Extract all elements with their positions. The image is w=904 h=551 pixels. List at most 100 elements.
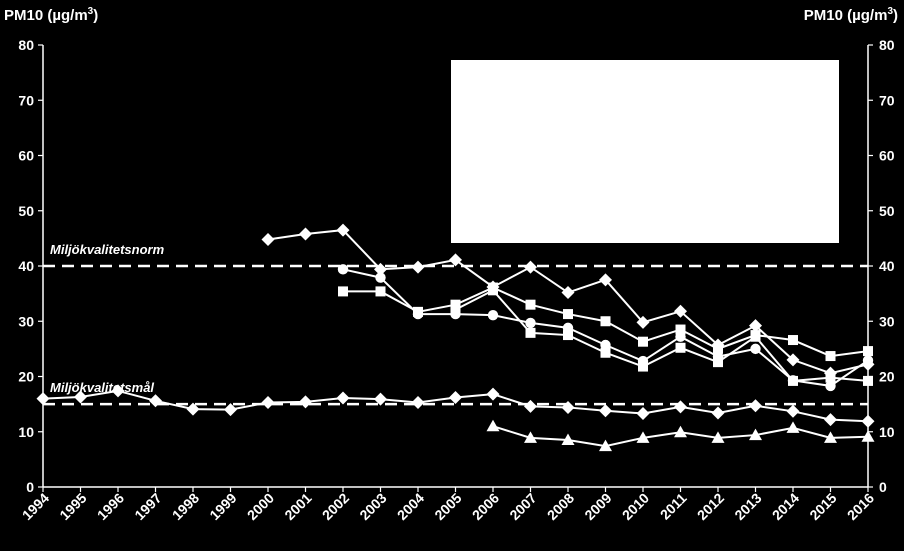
y-tick-label-right: 10 bbox=[879, 424, 895, 440]
triangle-marker bbox=[636, 431, 650, 443]
y-tick-label-right: 60 bbox=[879, 148, 895, 164]
legend-box bbox=[451, 60, 839, 243]
y-tick-label-left: 70 bbox=[18, 92, 34, 108]
diamond-marker bbox=[411, 395, 425, 409]
x-tick-label: 1999 bbox=[206, 490, 239, 523]
triangle-marker bbox=[599, 439, 612, 452]
diamond-marker bbox=[711, 406, 725, 420]
y-tick-label-left: 30 bbox=[18, 313, 34, 329]
diamond-marker bbox=[636, 315, 650, 329]
square-marker bbox=[825, 351, 836, 362]
y-tick-label-right: 80 bbox=[879, 37, 895, 53]
circle-marker bbox=[862, 355, 874, 366]
diamond-marker bbox=[561, 286, 575, 300]
reference-line-label: Miljökvalitetsmål bbox=[50, 380, 154, 395]
triangle-marker bbox=[561, 433, 575, 446]
square-marker bbox=[675, 342, 686, 353]
diamond-marker bbox=[524, 399, 537, 413]
diamond-marker bbox=[861, 414, 875, 428]
x-tick-label: 2014 bbox=[769, 490, 802, 523]
square-marker bbox=[825, 372, 836, 383]
diamond-marker bbox=[36, 392, 50, 406]
x-tick-label: 2005 bbox=[431, 490, 464, 523]
square-marker bbox=[713, 357, 723, 368]
diamond-marker bbox=[749, 399, 762, 413]
diamond-marker bbox=[374, 392, 387, 406]
diamond-marker bbox=[636, 407, 650, 421]
circle-marker bbox=[337, 264, 349, 275]
square-marker bbox=[750, 331, 761, 342]
diamond-marker bbox=[786, 404, 800, 418]
circle-marker bbox=[487, 309, 499, 321]
y-tick-label-left: 60 bbox=[18, 148, 34, 164]
x-tick-label: 2009 bbox=[581, 490, 614, 523]
square-marker bbox=[638, 336, 648, 347]
circle-marker bbox=[525, 317, 536, 329]
x-tick-label: 2006 bbox=[469, 490, 502, 523]
x-tick-label: 2001 bbox=[281, 490, 314, 523]
x-tick-label: 2012 bbox=[694, 490, 727, 523]
diamond-marker bbox=[786, 353, 800, 367]
series-4 bbox=[450, 285, 873, 386]
square-marker bbox=[525, 299, 536, 310]
square-marker bbox=[713, 343, 723, 354]
y-tick-label-right: 70 bbox=[879, 92, 895, 108]
y-tick-label-right: 20 bbox=[879, 369, 895, 385]
circle-marker bbox=[600, 339, 611, 351]
diamond-marker bbox=[674, 400, 687, 414]
series-5 bbox=[36, 384, 875, 428]
diamond-marker bbox=[74, 390, 87, 404]
y-tick-label-left: 10 bbox=[18, 424, 34, 440]
y-axis-label-right: PM10 (µg/m3) bbox=[803, 6, 898, 24]
x-tick-label: 2004 bbox=[394, 490, 427, 523]
diamond-marker bbox=[486, 387, 500, 401]
y-tick-label-right: 40 bbox=[879, 258, 895, 274]
circle-marker bbox=[825, 380, 836, 392]
triangle-marker bbox=[486, 419, 500, 432]
triangle-marker bbox=[749, 428, 762, 441]
square-marker bbox=[863, 375, 873, 386]
diamond-marker bbox=[186, 402, 200, 416]
diamond-marker bbox=[336, 391, 350, 405]
triangle-marker bbox=[861, 430, 875, 442]
series-line bbox=[342, 268, 869, 387]
y-tick-label-right: 30 bbox=[879, 313, 895, 329]
x-tick-label: 1997 bbox=[131, 490, 164, 523]
x-tick-label: 1994 bbox=[19, 490, 52, 523]
diamond-marker bbox=[449, 390, 462, 404]
diamond-marker bbox=[599, 404, 612, 418]
square-marker bbox=[525, 327, 536, 338]
y-tick-label-left: 50 bbox=[18, 203, 34, 219]
y-tick-label-left: 20 bbox=[18, 369, 34, 385]
square-marker bbox=[563, 309, 573, 320]
x-tick-label: 1998 bbox=[169, 490, 202, 523]
diamond-marker bbox=[111, 384, 125, 398]
series-line bbox=[267, 229, 869, 375]
square-marker bbox=[338, 286, 348, 297]
diamond-marker bbox=[224, 403, 237, 417]
diamond-marker bbox=[149, 394, 162, 408]
y-tick-label-right: 50 bbox=[879, 203, 895, 219]
x-tick-label: 2013 bbox=[731, 490, 764, 523]
diamond-marker bbox=[561, 400, 575, 414]
diamond-marker bbox=[449, 253, 462, 267]
diamond-marker bbox=[524, 260, 537, 274]
square-marker bbox=[600, 347, 611, 358]
triangle-marker bbox=[711, 431, 725, 443]
series-6 bbox=[486, 419, 875, 452]
diamond-marker bbox=[336, 223, 350, 237]
y-axis-label-left: PM10 (µg/m3) bbox=[4, 6, 99, 24]
diamond-marker bbox=[261, 232, 275, 246]
x-tick-label: 2016 bbox=[844, 490, 877, 523]
diamond-marker bbox=[374, 262, 387, 276]
diamond-marker bbox=[599, 273, 612, 287]
x-tick-label: 2007 bbox=[506, 490, 539, 523]
square-marker bbox=[788, 335, 798, 346]
series-line bbox=[455, 289, 869, 382]
y-tick-label-left: 0 bbox=[26, 479, 34, 495]
square-marker bbox=[563, 330, 573, 341]
triangle-marker bbox=[824, 431, 837, 443]
triangle-marker bbox=[786, 421, 800, 433]
x-tick-label: 1996 bbox=[94, 490, 127, 523]
